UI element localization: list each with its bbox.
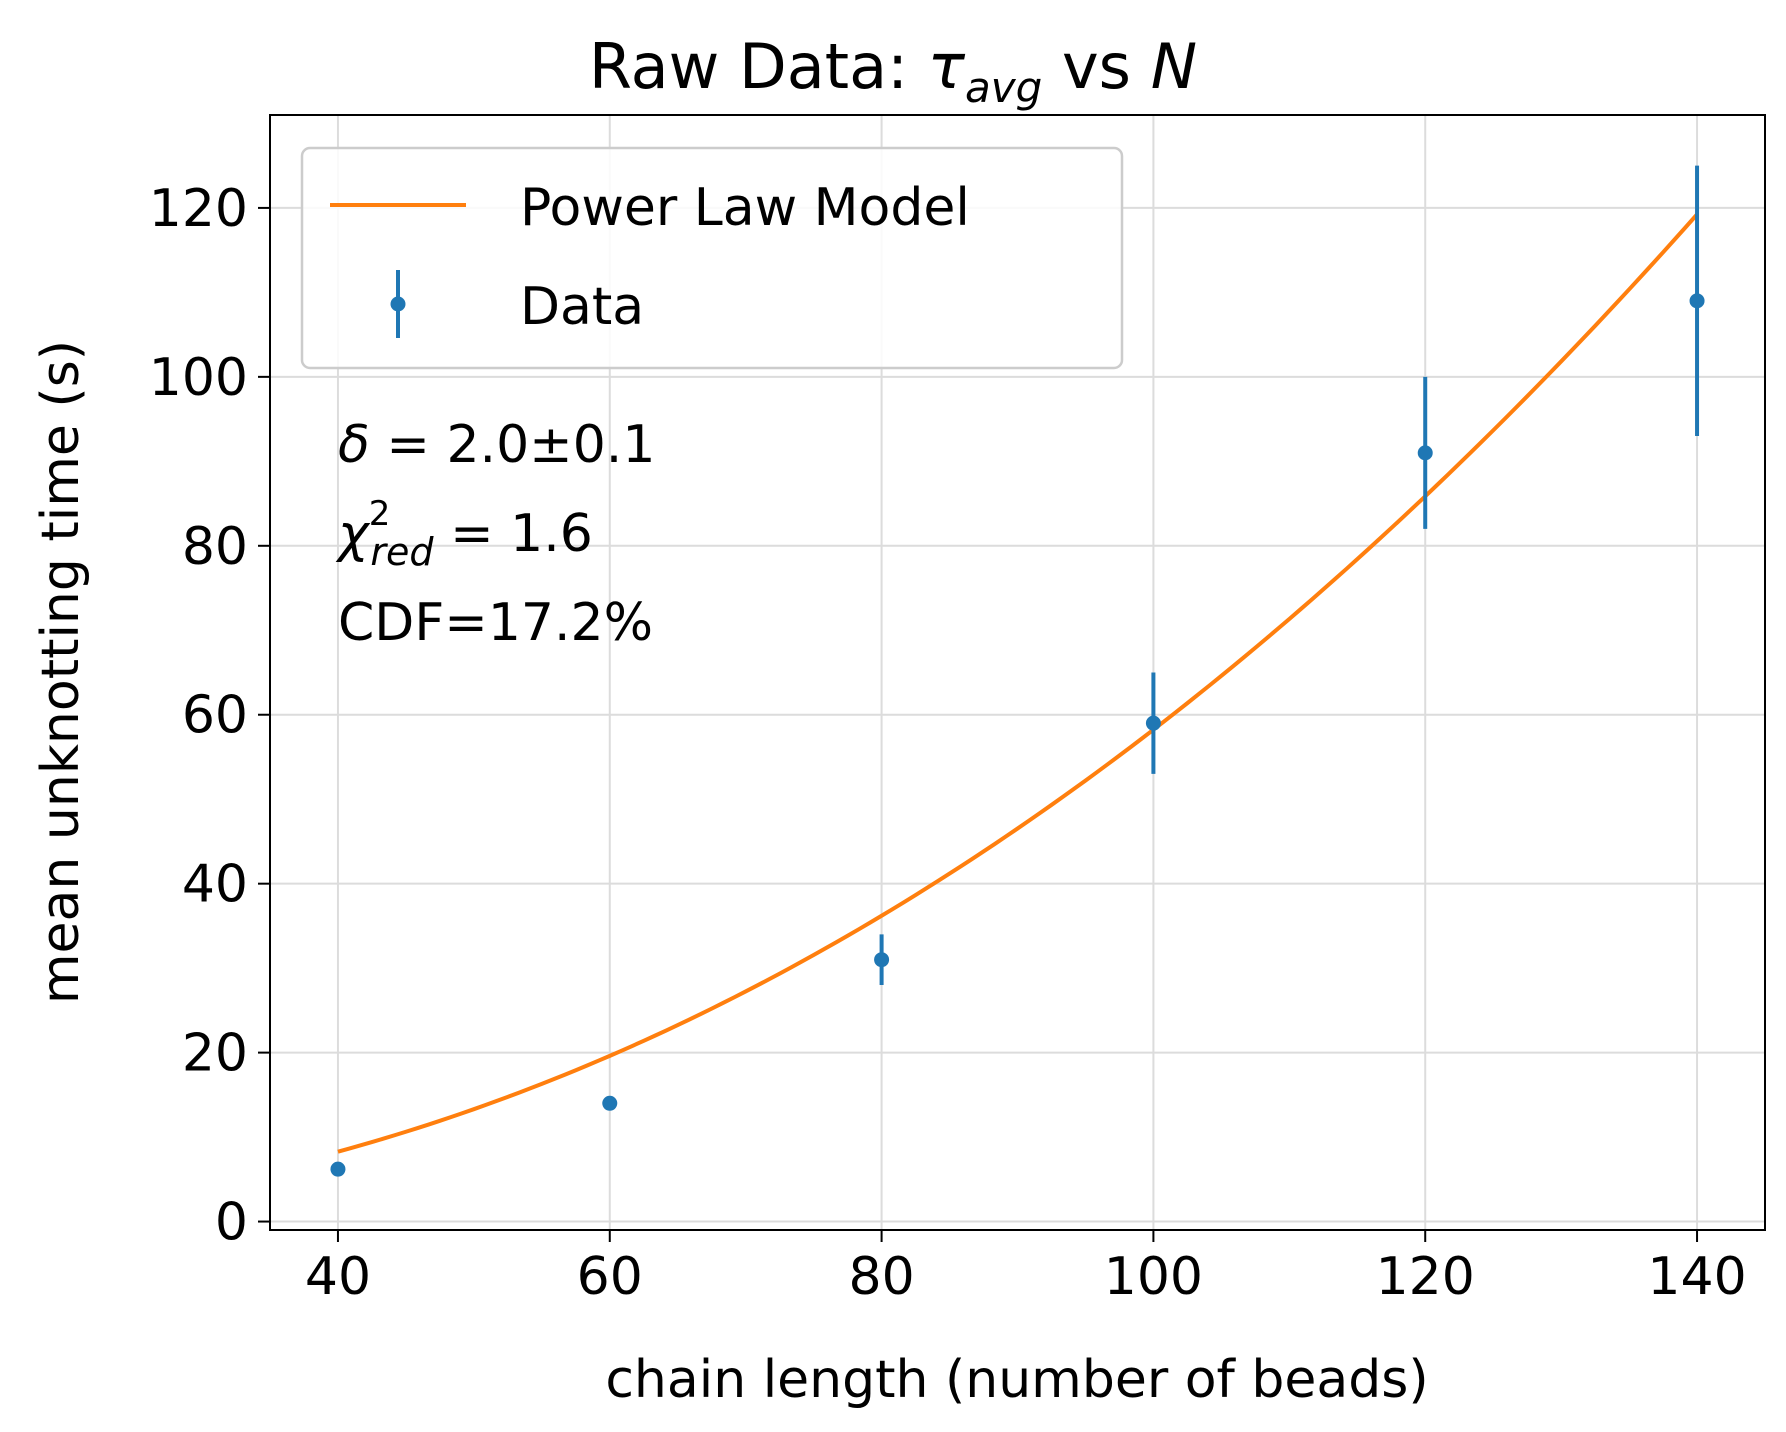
delta-value: = 2.0±0.1 — [370, 415, 656, 475]
chart-title: Raw Data: τavg vs N — [589, 30, 1197, 112]
y-axis-ticks: 0 20 40 60 80 100 120 — [149, 179, 270, 1253]
delta-symbol: δ — [338, 415, 370, 475]
x-tick-label: 80 — [849, 1247, 915, 1307]
chi2-sub: red — [370, 530, 434, 574]
x-tick-label: 140 — [1647, 1247, 1746, 1307]
annotation-block: δ = 2.0±0.1 χ2 red = 1.6 CDF=17.2% — [335, 415, 655, 653]
title-middle: vs — [1042, 30, 1150, 103]
title-symbol: τ — [928, 30, 966, 103]
y-tick-label: 60 — [182, 686, 248, 746]
title-variable: N — [1151, 30, 1197, 103]
plot-frame — [269, 114, 1766, 1231]
data-point — [1417, 445, 1433, 461]
y-tick-label: 120 — [149, 179, 248, 239]
x-tick-label: 60 — [577, 1247, 643, 1307]
chi2-symbol: χ — [335, 504, 371, 564]
chi2-value: = 1.6 — [434, 504, 593, 564]
data-point — [1145, 715, 1161, 731]
x-tick-label: 100 — [1104, 1247, 1203, 1307]
x-axis-ticks: 40 60 80 100 120 140 — [305, 1230, 1747, 1307]
data-point — [874, 952, 890, 968]
data-point — [602, 1095, 618, 1111]
y-tick-label: 0 — [215, 1193, 248, 1253]
x-axis-label: chain length (number of beads) — [605, 1350, 1428, 1410]
legend: Power Law Model Data — [300, 146, 1124, 370]
legend-box — [300, 146, 1124, 370]
chi2-annotation: χ2 red = 1.6 — [335, 494, 593, 574]
delta-annotation: δ = 2.0±0.1 — [338, 415, 655, 475]
data-series — [330, 165, 1705, 1177]
data-point — [330, 1161, 346, 1177]
x-tick-label: 120 — [1376, 1247, 1475, 1307]
chi2-sup: 2 — [369, 494, 391, 534]
title-prefix: Raw Data: — [589, 30, 928, 103]
data-point — [1689, 293, 1705, 309]
x-tick-label: 40 — [305, 1247, 371, 1307]
legend-model-label: Power Law Model — [520, 178, 970, 238]
y-tick-label: 20 — [182, 1024, 248, 1084]
legend-data-label: Data — [520, 277, 644, 337]
y-axis-label: mean unknotting time (s) — [31, 340, 91, 1004]
y-tick-label: 40 — [182, 855, 248, 915]
y-tick-label: 100 — [149, 348, 248, 408]
y-tick-label: 80 — [182, 517, 248, 577]
cdf-annotation: CDF=17.2% — [338, 593, 653, 653]
legend-data-marker-swatch — [390, 296, 406, 312]
power-law-model-line — [337, 213, 1699, 1154]
title-symbol-sub: avg — [965, 63, 1042, 112]
power-law-model-series — [337, 213, 1699, 1154]
